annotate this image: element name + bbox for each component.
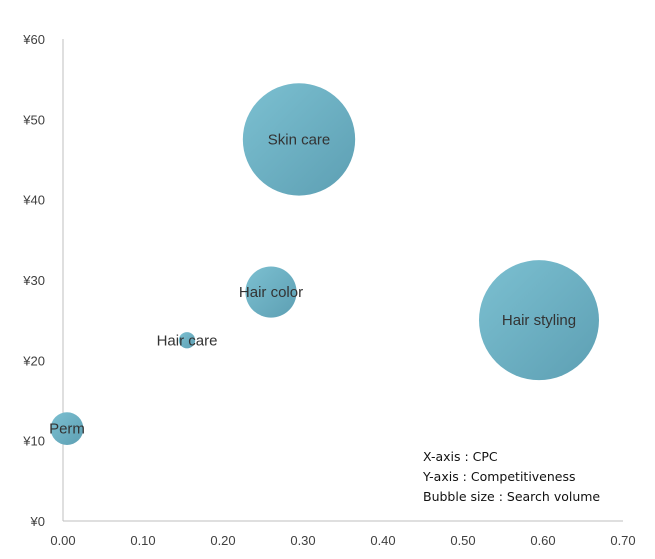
y-tick-label: ¥10 [22, 434, 45, 449]
bubble [479, 260, 599, 381]
bubble [50, 412, 84, 445]
bubble [245, 266, 297, 318]
x-tick-label: 0.00 [50, 533, 75, 548]
bubbles [50, 83, 599, 445]
x-tick-label: 0.70 [610, 533, 635, 548]
x-tick-label: 0.60 [530, 533, 555, 548]
x-tick-label: 0.40 [370, 533, 395, 548]
y-tick-label: ¥50 [22, 112, 45, 127]
x-tick-label: 0.50 [450, 533, 475, 548]
y-tick-label: ¥30 [22, 273, 45, 288]
bubble-label: Perm [49, 421, 85, 438]
y-tick-label: ¥60 [22, 32, 45, 47]
x-tick-label: 0.30 [290, 533, 315, 548]
x-tick-label: 0.10 [130, 533, 155, 548]
axis-legend-note: X-axis : CPC Y-axis : Competitiveness Bu… [422, 449, 600, 504]
y-tick-label: ¥0 [30, 514, 45, 529]
y-tick-label: ¥20 [22, 353, 45, 368]
bubble [242, 83, 356, 196]
bubble [178, 332, 196, 349]
x-tick-label: 0.20 [210, 533, 235, 548]
x-axis-tick-labels: 0.00 0.10 0.20 0.30 0.40 0.50 0.60 0.70 [50, 533, 635, 548]
y-tick-label: ¥40 [22, 193, 45, 208]
note-y-axis: Y-axis : Competitiveness [422, 469, 576, 484]
note-x-axis: X-axis : CPC [423, 449, 498, 464]
bubble-label: Hair styling [502, 312, 576, 329]
y-axis-tick-labels: ¥0 ¥10 ¥20 ¥30 ¥40 ¥50 ¥60 [22, 32, 45, 529]
bubble-label: Skin care [268, 131, 331, 148]
bubble-labels: Perm Hair care Hair color Skin care Hair sty… [49, 131, 576, 437]
bubble-label: Hair color [239, 284, 303, 301]
note-bubble-size: Bubble size : Search volume [423, 489, 600, 504]
bubble-label: Hair care [157, 332, 218, 349]
